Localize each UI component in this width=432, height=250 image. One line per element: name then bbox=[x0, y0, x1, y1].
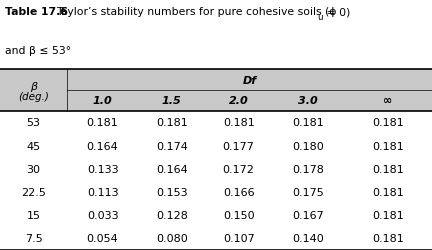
Text: 0.164: 0.164 bbox=[156, 164, 187, 174]
Text: 0.164: 0.164 bbox=[87, 141, 118, 151]
Text: 2.0: 2.0 bbox=[229, 96, 248, 106]
Text: 0.172: 0.172 bbox=[223, 164, 254, 174]
Text: 1.0: 1.0 bbox=[93, 96, 112, 106]
Text: 0.140: 0.140 bbox=[292, 234, 324, 243]
Text: = 0): = 0) bbox=[323, 7, 350, 17]
Text: Df: Df bbox=[242, 75, 257, 85]
Text: 0.153: 0.153 bbox=[156, 187, 187, 197]
Text: 0.133: 0.133 bbox=[87, 164, 118, 174]
Text: 0.107: 0.107 bbox=[223, 234, 254, 243]
Text: 0.181: 0.181 bbox=[87, 118, 118, 128]
Text: 0.174: 0.174 bbox=[156, 141, 187, 151]
Text: 0.178: 0.178 bbox=[292, 164, 324, 174]
Text: 0.166: 0.166 bbox=[223, 187, 254, 197]
Text: 7.5: 7.5 bbox=[25, 234, 42, 243]
Text: β: β bbox=[30, 81, 37, 91]
Text: 0.150: 0.150 bbox=[223, 210, 254, 220]
Bar bbox=[0, 70, 432, 112]
Bar bbox=[0, 181, 432, 204]
Text: ∞: ∞ bbox=[383, 96, 392, 106]
Text: 3.0: 3.0 bbox=[298, 96, 318, 106]
Text: 0.181: 0.181 bbox=[372, 210, 403, 220]
Text: 30: 30 bbox=[26, 164, 41, 174]
Text: 0.181: 0.181 bbox=[223, 118, 254, 128]
Text: u: u bbox=[318, 12, 323, 22]
Text: 0.175: 0.175 bbox=[292, 187, 324, 197]
Text: 1.5: 1.5 bbox=[162, 96, 181, 106]
Text: Table 17.6: Table 17.6 bbox=[5, 7, 68, 17]
Text: 0.181: 0.181 bbox=[372, 234, 403, 243]
Text: (deg.): (deg.) bbox=[18, 92, 49, 102]
Text: Taylor’s stability numbers for pure cohesive soils (ϕ: Taylor’s stability numbers for pure cohe… bbox=[56, 7, 337, 17]
Text: 0.033: 0.033 bbox=[87, 210, 118, 220]
Text: and β ≤ 53°: and β ≤ 53° bbox=[5, 46, 71, 56]
Text: 0.177: 0.177 bbox=[223, 141, 254, 151]
Bar bbox=[0, 227, 432, 250]
Text: 15: 15 bbox=[26, 210, 41, 220]
Text: 0.054: 0.054 bbox=[87, 234, 118, 243]
Text: 0.181: 0.181 bbox=[372, 164, 403, 174]
Text: 53: 53 bbox=[26, 118, 41, 128]
Bar bbox=[0, 204, 432, 227]
Text: 45: 45 bbox=[26, 141, 41, 151]
Text: 0.167: 0.167 bbox=[292, 210, 324, 220]
Text: 22.5: 22.5 bbox=[21, 187, 46, 197]
Text: 0.181: 0.181 bbox=[372, 141, 403, 151]
Text: 0.128: 0.128 bbox=[156, 210, 187, 220]
Text: 0.180: 0.180 bbox=[292, 141, 324, 151]
Bar bbox=[0, 112, 432, 134]
Text: 0.080: 0.080 bbox=[156, 234, 187, 243]
Text: 0.181: 0.181 bbox=[372, 118, 403, 128]
Text: 0.181: 0.181 bbox=[156, 118, 187, 128]
Text: 0.113: 0.113 bbox=[87, 187, 118, 197]
Text: 0.181: 0.181 bbox=[292, 118, 324, 128]
Bar bbox=[0, 158, 432, 181]
Text: 0.181: 0.181 bbox=[372, 187, 403, 197]
Bar bbox=[0, 134, 432, 158]
